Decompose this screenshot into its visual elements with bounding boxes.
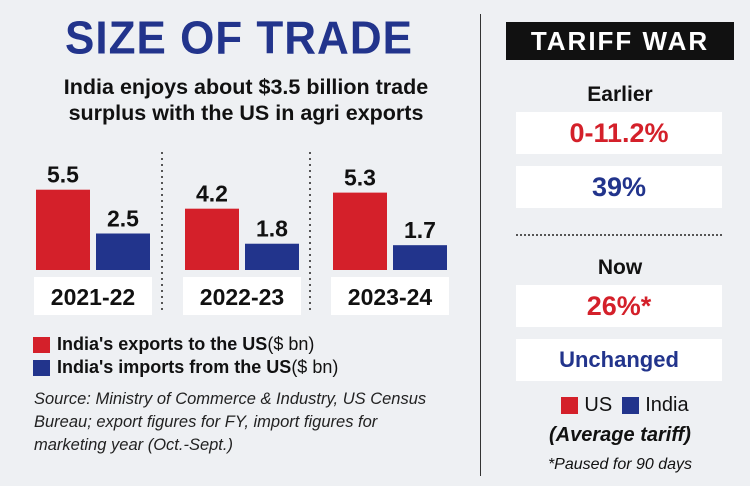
category-label-box bbox=[183, 277, 301, 315]
category-label-2021-22: 2021-22 bbox=[51, 284, 135, 310]
tariff-heading: TARIFF WAR bbox=[506, 22, 734, 60]
bar-chart: 5.5 2.5 2021-22 4.2 1.8 2022-23 5.3 1.7 2023-24 bbox=[34, 152, 449, 315]
tariff-panel: TARIFF WAR Earlier 0-11.2% 39% Now 26%* … bbox=[492, 0, 750, 486]
trade-panel: SIZE OF TRADE India enjoys about $3.5 bi… bbox=[33, 12, 449, 454]
import-value-label: 2.5 bbox=[107, 206, 139, 232]
category-label-2022-23: 2022-23 bbox=[200, 284, 284, 310]
legend: India's exports to the US ($ bn) India's… bbox=[33, 333, 338, 379]
legend-india-label: India bbox=[645, 394, 689, 416]
legend-exports-label: India's exports to the US bbox=[57, 334, 268, 354]
category-label-box bbox=[34, 277, 152, 315]
dotted-separator bbox=[516, 234, 722, 236]
legend-imports-unit: ($ bn) bbox=[291, 357, 339, 377]
import-value-label: 1.7 bbox=[404, 217, 436, 243]
earlier-india-tariff: 39% bbox=[516, 166, 722, 208]
average-tariff-note: (Average tariff) bbox=[549, 424, 691, 446]
earlier-us-tariff: 0-11.2% bbox=[516, 112, 722, 154]
chart-title: SIZE OF TRADE bbox=[65, 12, 413, 65]
import-bar-2021-22 bbox=[96, 233, 150, 270]
legend-exports-unit: ($ bn) bbox=[267, 334, 315, 354]
now-us-tariff: 26%* bbox=[516, 285, 722, 327]
earlier-label: Earlier bbox=[587, 83, 653, 106]
export-bar-2023-24 bbox=[333, 192, 387, 270]
now-label: Now bbox=[597, 256, 643, 279]
legend-swatch-us bbox=[561, 397, 579, 414]
panel-divider bbox=[480, 14, 481, 476]
legend-us-label: US bbox=[584, 394, 613, 416]
paused-footnote: *Paused for 90 days bbox=[547, 456, 693, 473]
legend-imports: India's imports from the US ($ bn) bbox=[33, 356, 338, 379]
now-india-tariff: Unchanged bbox=[516, 339, 722, 381]
category-label-2023-24: 2023-24 bbox=[348, 284, 433, 310]
legend-swatch-exports bbox=[33, 336, 50, 353]
legend-swatch-imports bbox=[33, 359, 50, 376]
legend-exports: India's exports to the US ($ bn) bbox=[33, 333, 338, 356]
legend-imports-label: India's imports from the US bbox=[57, 357, 292, 377]
legend-swatch-india bbox=[622, 397, 640, 414]
import-bar-2023-24 bbox=[393, 245, 447, 270]
export-value-label: 5.5 bbox=[47, 162, 79, 188]
tariff-legend: US India bbox=[506, 394, 734, 417]
import-value-label: 1.8 bbox=[256, 216, 288, 242]
import-bar-2022-23 bbox=[245, 243, 299, 270]
source-note: Source: Ministry of Commerce & Industry,… bbox=[34, 390, 427, 454]
chart-subtitle: India enjoys about $3.5 billion trade su… bbox=[63, 75, 429, 125]
export-value-label: 5.3 bbox=[344, 165, 376, 191]
export-bar-2021-22 bbox=[36, 189, 90, 270]
category-label-box bbox=[331, 277, 449, 315]
export-bar-2022-23 bbox=[185, 208, 239, 270]
export-value-label: 4.2 bbox=[196, 181, 228, 207]
